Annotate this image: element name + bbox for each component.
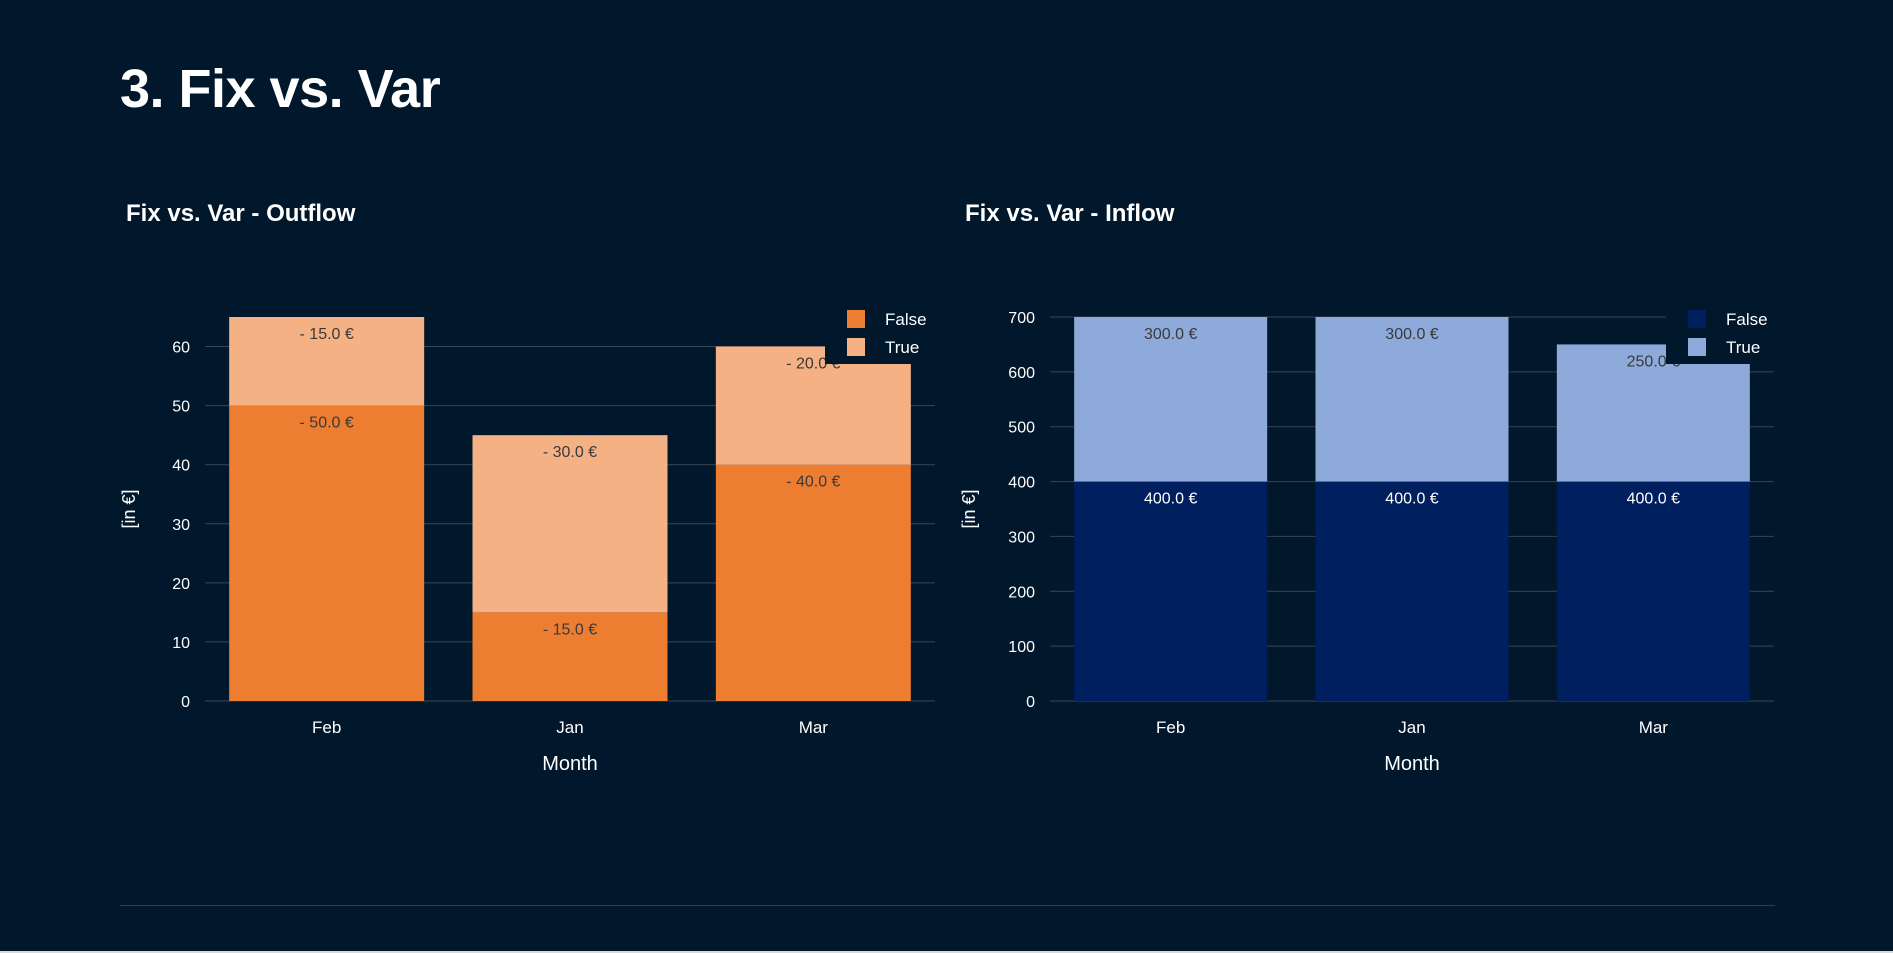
- outflow-y-tick-label: 20: [172, 576, 190, 593]
- inflow-x-tick-label: Feb: [1156, 718, 1185, 737]
- outflow-legend-bg: [825, 302, 947, 364]
- outflow-y-tick-label: 50: [172, 399, 190, 416]
- outflow-data-label: - 50.0 €: [300, 415, 354, 432]
- inflow-legend: False True: [1666, 302, 1788, 364]
- outflow-legend-swatch-false: [847, 310, 865, 328]
- outflow-bar-true-mar: [715, 346, 911, 465]
- outflow-x-axis-title: Month: [542, 753, 598, 775]
- inflow-data-label: 400.0 €: [1627, 491, 1680, 508]
- inflow-data-label: 300.0 €: [1385, 326, 1438, 343]
- outflow-data-label: - 40.0 €: [786, 474, 840, 491]
- inflow-y-tick-label: 100: [1008, 639, 1035, 656]
- inflow-legend-label-false: False: [1726, 310, 1768, 329]
- outflow-y-tick-label: 40: [172, 458, 190, 475]
- outflow-y-tick-label: 30: [172, 517, 190, 534]
- inflow-y-tick-label: 700: [1008, 310, 1035, 327]
- inflow-legend-label-true: True: [1726, 338, 1760, 357]
- inflow-data-label: 300.0 €: [1144, 326, 1197, 343]
- outflow-legend-swatch-true: [847, 338, 865, 356]
- section-divider: [120, 905, 1775, 906]
- inflow-y-tick-label: 600: [1008, 365, 1035, 382]
- inflow-bar-true-mar: [1556, 344, 1750, 482]
- inflow-x-tick-label: Jan: [1398, 718, 1425, 737]
- inflow-chart-title: Fix vs. Var - Inflow: [965, 200, 1175, 227]
- inflow-y-axis-title: [in €]: [959, 489, 979, 528]
- outflow-legend-label-false: False: [885, 310, 927, 329]
- inflow-y-tick-label: 200: [1008, 584, 1035, 601]
- outflow-y-axis-title: [in €]: [119, 489, 139, 528]
- inflow-legend-swatch-true: [1688, 338, 1706, 356]
- inflow-bar-true-feb: [1074, 317, 1268, 482]
- outflow-y-tick-label: 60: [172, 340, 190, 357]
- inflow-y-tick-label: 500: [1008, 420, 1035, 437]
- outflow-legend-label-true: True: [885, 338, 919, 357]
- inflow-bar-false-jan: [1315, 481, 1509, 701]
- inflow-legend-bg: [1666, 302, 1788, 364]
- outflow-x-tick-label: Feb: [312, 718, 341, 737]
- inflow-y-tick-label: 0: [1026, 694, 1035, 711]
- inflow-y-tick-label: 300: [1008, 529, 1035, 546]
- inflow-bar-false-feb: [1074, 481, 1268, 701]
- outflow-bar-false-feb: [229, 405, 425, 701]
- inflow-bar-false-mar: [1556, 481, 1750, 701]
- outflow-y-tick-label: 10: [172, 635, 190, 652]
- inflow-data-label: 400.0 €: [1144, 491, 1197, 508]
- inflow-bar-true-jan: [1315, 317, 1509, 482]
- outflow-bar-true-jan: [472, 435, 668, 613]
- outflow-bar-false-mar: [715, 464, 911, 701]
- outflow-bar-true-feb: [229, 317, 425, 406]
- outflow-x-tick-label: Jan: [556, 718, 583, 737]
- inflow-x-axis-title: Month: [1384, 753, 1440, 775]
- outflow-data-label: - 15.0 €: [300, 326, 354, 343]
- inflow-legend-swatch-false: [1688, 310, 1706, 328]
- outflow-legend: False True: [825, 302, 947, 364]
- outflow-x-tick-label: Mar: [799, 718, 829, 737]
- outflow-data-label: - 30.0 €: [543, 444, 597, 461]
- page-title: 3. Fix vs. Var: [120, 59, 441, 119]
- outflow-y-tick-label: 0: [181, 694, 190, 711]
- inflow-y-tick-label: 400: [1008, 475, 1035, 492]
- outflow-data-label: - 15.0 €: [543, 621, 597, 638]
- outflow-bar-false-jan: [472, 612, 668, 701]
- inflow-x-tick-label: Mar: [1639, 718, 1669, 737]
- bottom-edge: [0, 951, 1893, 953]
- inflow-data-label: 400.0 €: [1385, 491, 1438, 508]
- outflow-chart-title: Fix vs. Var - Outflow: [126, 200, 356, 227]
